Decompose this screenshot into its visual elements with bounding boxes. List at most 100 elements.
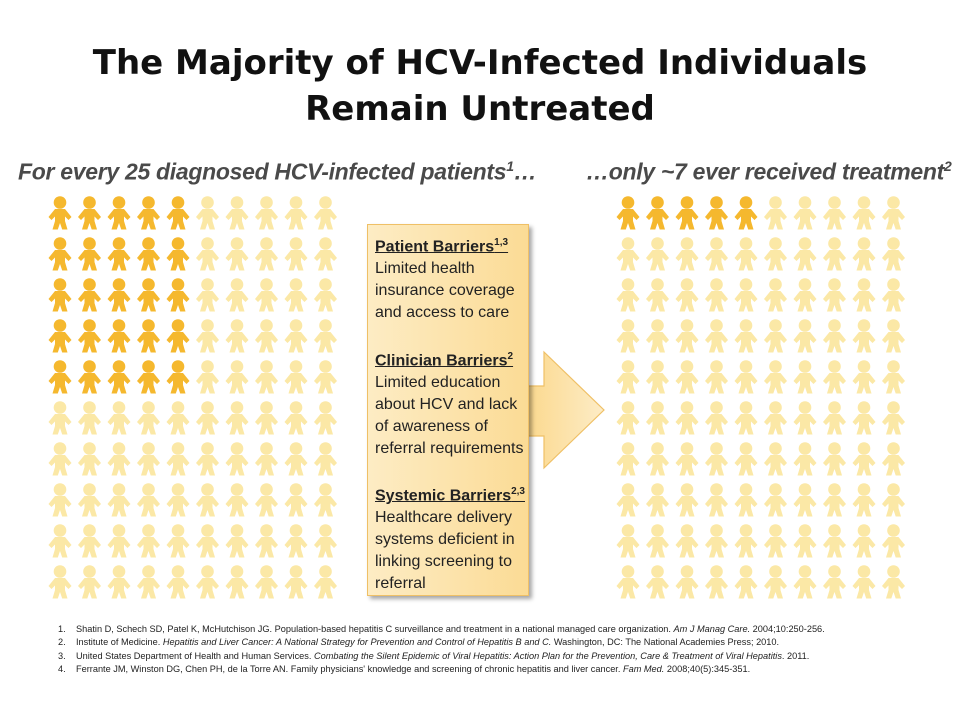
person-figure-icon	[852, 319, 876, 353]
person-figure-icon	[137, 565, 160, 599]
person-figure-icon	[852, 196, 876, 230]
person-figure-icon	[225, 401, 249, 435]
person-figure-icon	[852, 565, 876, 599]
person-figure-icon	[225, 565, 249, 599]
person-figure-icon	[196, 442, 219, 476]
person-figure-icon	[78, 237, 101, 271]
person-figure-icon	[734, 483, 758, 517]
person-figure-icon	[107, 483, 131, 517]
person-figure-icon	[646, 196, 669, 230]
reference-item: 2. Institute of Medicine. Hepatitis and L…	[58, 636, 938, 649]
person-figure-icon	[137, 319, 160, 353]
person-figure-icon	[137, 401, 160, 435]
person-figure-icon	[793, 278, 817, 312]
person-figure-icon	[48, 278, 72, 312]
person-figure-icon	[675, 237, 699, 271]
reference-text: Institute of Medicine.	[76, 637, 163, 648]
reference-citation: . 2011.	[781, 650, 810, 661]
reference-text: Shatin D, Schech SD, Patel K, McHutchiso…	[76, 624, 674, 634]
person-figure-icon	[107, 360, 131, 394]
person-figure-icon	[734, 360, 758, 394]
person-figure-icon	[764, 401, 787, 435]
person-figure-icon	[705, 442, 728, 476]
person-figure-icon	[314, 483, 337, 517]
reference-item: 3. United States Department of Health and…	[58, 650, 938, 663]
person-figure-icon	[255, 565, 278, 599]
systemic-barriers-line: linking screening to	[375, 553, 512, 571]
person-figure-icon	[225, 442, 249, 476]
person-figure-icon	[314, 565, 337, 599]
person-figure-icon	[852, 360, 876, 394]
person-figure-icon	[166, 196, 190, 230]
reference-number: 2.	[58, 637, 66, 648]
person-figure-icon	[616, 442, 640, 476]
person-figure-icon	[225, 196, 249, 230]
person-figure-icon	[284, 565, 308, 599]
reference-number: 1.	[58, 624, 66, 634]
person-figure-icon	[78, 319, 101, 353]
barriers-box	[367, 224, 529, 596]
person-figure-icon	[48, 360, 72, 394]
person-figure-icon	[225, 524, 249, 558]
person-figure-icon	[764, 278, 787, 312]
person-figure-icon	[196, 483, 219, 517]
person-figure-icon	[107, 319, 131, 353]
left-panel-heading-text: For every 25 diagnosed HCV-infected pati…	[18, 158, 507, 185]
person-figure-icon	[166, 319, 190, 353]
person-figure-icon	[852, 401, 876, 435]
systemic-barriers-line: systems deficient in	[375, 531, 515, 549]
person-figure-icon	[705, 319, 728, 353]
person-figure-icon	[734, 524, 758, 558]
person-figure-icon	[48, 319, 72, 353]
person-figure-icon	[793, 401, 817, 435]
person-figure-icon	[48, 483, 72, 517]
person-figure-icon	[166, 524, 190, 558]
person-figure-icon	[166, 237, 190, 271]
clinician-barriers-line: of awareness of	[375, 418, 488, 436]
person-figure-icon	[646, 360, 669, 394]
figure-grid-svg	[616, 196, 905, 599]
person-figure-icon	[646, 319, 669, 353]
person-figure-icon	[48, 442, 72, 476]
person-figure-icon	[616, 401, 640, 435]
left-panel-heading: For every 25 diagnosed HCV-infected pati…	[18, 158, 537, 186]
person-figure-icon	[675, 483, 699, 517]
person-figure-icon	[196, 524, 219, 558]
person-figure-icon	[675, 360, 699, 394]
person-figure-icon	[705, 237, 728, 271]
patient-barriers-heading-sup: 1,3	[494, 237, 509, 248]
person-figure-icon	[734, 442, 758, 476]
person-figure-icon	[166, 278, 190, 312]
person-figure-icon	[616, 360, 640, 394]
person-figure-icon	[646, 401, 669, 435]
reference-journal: Combating the Silent Epidemic of Viral H…	[313, 650, 782, 661]
person-figure-icon	[823, 278, 846, 312]
person-figure-icon	[823, 442, 846, 476]
person-figure-icon	[314, 237, 337, 271]
person-figure-icon	[675, 524, 699, 558]
systemic-barriers: Systemic Barriers2,3 Healthcare delivery…	[375, 481, 535, 595]
person-figure-icon	[734, 196, 758, 230]
person-figure-icon	[196, 237, 219, 271]
person-figure-icon	[314, 278, 337, 312]
person-figure-icon	[764, 524, 787, 558]
person-figure-icon	[78, 278, 101, 312]
person-figure-icon	[196, 319, 219, 353]
person-figure-icon	[225, 278, 249, 312]
person-figure-icon	[734, 565, 758, 599]
person-figure-icon	[284, 278, 308, 312]
person-figure-icon	[137, 483, 160, 517]
left-panel-heading-suffix: …	[513, 158, 537, 185]
patient-barriers-line: and access to care	[375, 304, 510, 322]
reference-number: 3.	[58, 650, 66, 661]
person-figure-icon	[314, 442, 337, 476]
person-figure-icon	[314, 196, 337, 230]
reference-item: 4. Ferrante JM, Winston DG, Chen PH, de l…	[58, 663, 938, 676]
person-figure-icon	[78, 196, 101, 230]
person-figure-icon	[78, 483, 101, 517]
person-figure-icon	[646, 524, 669, 558]
person-figure-icon	[196, 278, 219, 312]
reference-item: 1. Shatin D, Schech SD, Patel K, McHutchi…	[58, 623, 938, 636]
patient-barriers-line: Limited health	[375, 260, 475, 278]
references-list: 1. Shatin D, Schech SD, Patel K, McHutchi…	[58, 623, 938, 676]
